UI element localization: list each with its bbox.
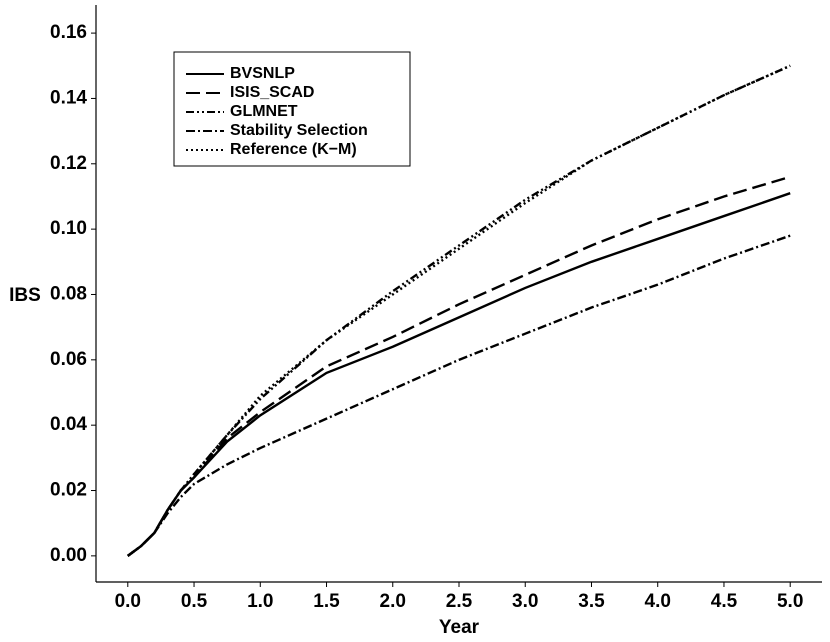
x-tick-label: 4.5 [711, 591, 738, 612]
x-tick-label: 2.5 [446, 591, 473, 612]
y-tick-label: 0.02 [50, 480, 87, 501]
x-tick-label: 1.5 [313, 591, 340, 612]
y-tick-label: 0.04 [50, 414, 87, 435]
legend-label: ISIS_SCAD [230, 84, 314, 101]
legend-label: Stability Selection [230, 122, 368, 139]
y-tick-label: 0.10 [50, 218, 87, 239]
legend-box [173, 51, 411, 167]
y-tick-label: 0.16 [50, 22, 87, 43]
x-tick-label: 0.5 [181, 591, 208, 612]
x-tick-label: 1.0 [247, 591, 273, 612]
series-line [127, 64, 791, 557]
x-tick-label: 4.0 [645, 591, 671, 612]
series-line [127, 234, 791, 557]
x-tick-label: 0.0 [115, 591, 141, 612]
y-tick-label: 0.06 [50, 349, 87, 370]
y-tick-label: 0.00 [50, 545, 87, 566]
series-line [127, 175, 791, 557]
legend-label: GLMNET [230, 103, 298, 120]
legend-label: Reference (K−M) [230, 141, 357, 158]
legend-label: BVSNLP [230, 65, 295, 82]
x-axis-label: Year [439, 617, 480, 638]
x-tick-label: 2.0 [380, 591, 406, 612]
y-tick-label: 0.08 [50, 283, 87, 304]
y-axis-label: IBS [9, 285, 41, 306]
y-tick-label: 0.12 [50, 153, 87, 174]
x-tick-label: 5.0 [777, 591, 803, 612]
y-tick-label: 0.14 [50, 87, 87, 108]
legend: BVSNLP ISIS_SCAD GLMNET Stability Selection… [173, 51, 411, 167]
x-tick-label: 3.5 [578, 591, 605, 612]
x-tick-label: 3.0 [512, 591, 538, 612]
